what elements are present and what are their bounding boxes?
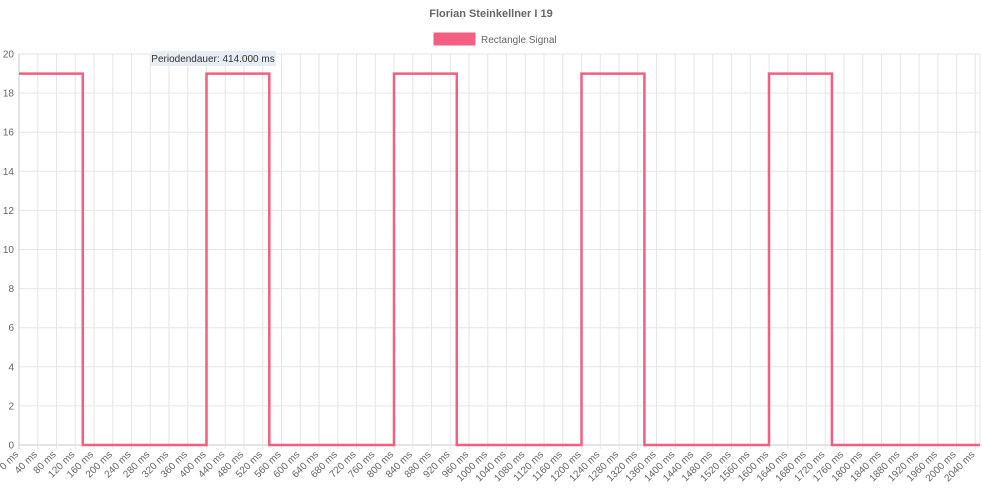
y-tick-label: 8 <box>8 284 14 295</box>
series-layer <box>19 72 980 447</box>
annotation-background <box>151 51 276 66</box>
annotation-label: Periodendauer: 414.000 ms <box>151 54 274 65</box>
legend-swatch[interactable] <box>433 32 476 46</box>
y-tick-label: 18 <box>3 89 15 100</box>
y-tick-label: 2 <box>8 401 14 412</box>
legend[interactable]: Rectangle Signal <box>433 32 557 46</box>
y-tick-label: 6 <box>8 323 14 334</box>
y-tick-label: 12 <box>3 206 15 217</box>
y-tick-label: 16 <box>3 128 15 139</box>
annotation: Periodendauer: 414.000 ms <box>151 51 276 66</box>
series-line-rectangle-signal[interactable] <box>19 72 980 447</box>
legend-label[interactable]: Rectangle Signal <box>481 35 557 46</box>
grid <box>18 53 981 449</box>
y-tick-label: 20 <box>3 50 15 61</box>
y-tick-label: 10 <box>3 245 15 256</box>
y-tick-label: 0 <box>8 441 14 452</box>
chart-title: Florian Steinkellner I 19 <box>429 8 553 20</box>
y-tick-label: 14 <box>3 167 15 178</box>
y-tick-label: 4 <box>8 362 14 373</box>
